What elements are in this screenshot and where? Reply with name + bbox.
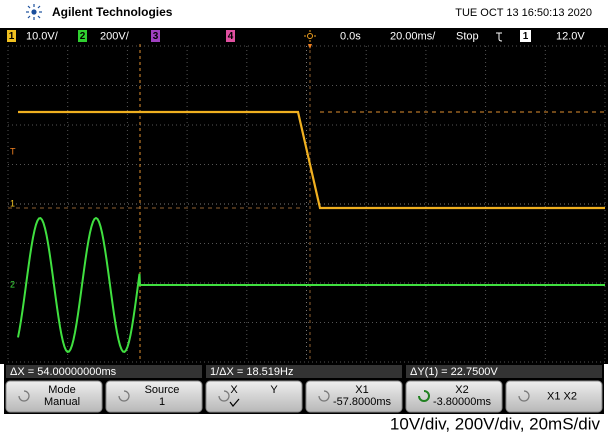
trig-ch-badge (520, 30, 531, 42)
ch1-scale: 10.0V/ (26, 30, 59, 42)
ch2-marker: 2 (10, 279, 15, 289)
caption: 10V/div, 200V/div, 20mS/div (390, 414, 601, 433)
logo (26, 4, 42, 20)
softkey-icon (18, 390, 30, 402)
measure-cell (6, 365, 202, 378)
softkey (505, 380, 603, 413)
softkey (205, 380, 303, 413)
softkey-icon (118, 390, 130, 402)
softkey-label: X (230, 384, 238, 396)
timestamp: TUE OCT 13 16:50:13 2020 (455, 7, 592, 19)
ch2-number: 2 (80, 31, 86, 42)
softkey-icon (318, 390, 330, 402)
softkey-icon (418, 390, 430, 402)
ch1-trace (18, 110, 605, 210)
softkey (105, 380, 203, 413)
trigger-level: 12.0V (556, 30, 585, 42)
ch2-trace (17, 216, 605, 353)
softkey-icon (518, 390, 530, 402)
ch2-scale: 200V/ (100, 30, 130, 42)
softkey-label: -57.8000ms (333, 396, 392, 408)
measure-cell (406, 365, 602, 378)
measure-cell (206, 365, 402, 378)
ch3-number: 3 (153, 31, 159, 42)
graticule (7, 45, 606, 363)
trigger-pos (308, 44, 312, 49)
softkey-label: X1 (355, 384, 368, 396)
run-state: Stop (456, 30, 479, 42)
softkey (305, 380, 403, 413)
softkey-label: X1 X2 (547, 390, 577, 402)
softkey-check (229, 398, 240, 407)
ch4-badge (226, 30, 235, 42)
trigger-icon (304, 30, 316, 42)
ch3-badge (151, 30, 160, 42)
delay: 0.0s (340, 30, 361, 42)
delta-y: ΔY(1) = 22.7500V (410, 366, 498, 378)
softkey (5, 380, 103, 413)
ch1-badge (7, 30, 16, 42)
ch1-number: 1 (9, 31, 15, 42)
softkey-label: 1 (159, 396, 165, 408)
softkey-label: Source (145, 384, 180, 396)
ch2-badge (78, 30, 87, 42)
delta-x: ΔX = 54.00000000ms (10, 366, 117, 378)
softkey-label: X2 (455, 384, 468, 396)
softkey-label: -3.80000ms (433, 396, 492, 408)
softkey-icon (218, 390, 230, 402)
trigger-channel: 1 (523, 31, 529, 42)
trigger-slope (496, 32, 503, 42)
brand: Agilent Technologies (52, 5, 173, 19)
softkey-label: Manual (44, 396, 80, 408)
timebase: 20.00ms/ (390, 30, 436, 42)
trigger-marker: T (10, 146, 16, 156)
ch1-marker: 1 (10, 198, 15, 208)
inverse-delta-x: 1/ΔX = 18.519Hz (210, 366, 293, 378)
softkey-label: Mode (48, 384, 76, 396)
softkey-bar (4, 379, 604, 414)
softkey (405, 380, 503, 413)
softkey-label: Y (270, 384, 278, 396)
ch4-number: 4 (228, 31, 234, 42)
